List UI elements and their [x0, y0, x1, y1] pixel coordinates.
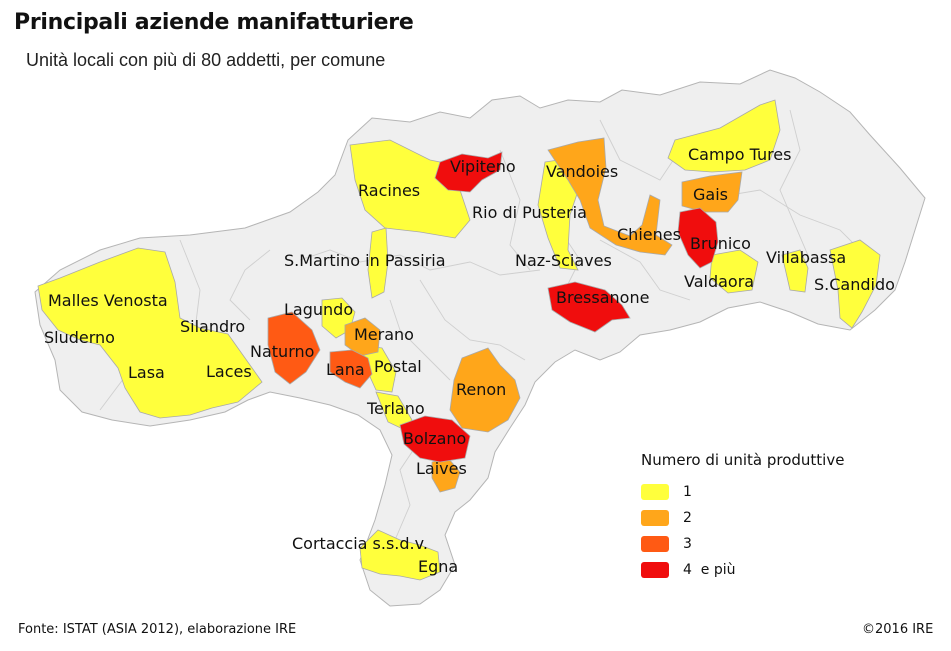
label-rio-di-pusteria: Rio di Pusteria [472, 203, 587, 222]
region-lana [329, 349, 373, 389]
label-malles-venosta: Malles Venosta [48, 291, 168, 310]
map-legend: Numero di unità produttive 1 2 3 4 e più [641, 451, 844, 583]
label-racines: Racines [358, 181, 420, 200]
label-valdaora: Valdaora [684, 272, 754, 291]
legend-item-3: 3 [641, 531, 844, 557]
label-villabassa: Villabassa [766, 248, 846, 267]
map-subtitle: Unità locali con più di 80 addetti, per … [26, 50, 386, 70]
label-brunico: Brunico [690, 234, 751, 253]
legend-label-4: 4 e più [683, 562, 736, 578]
label-terlano: Terlano [366, 399, 425, 418]
legend-title: Numero di unità produttive [641, 451, 845, 469]
label-egna: Egna [418, 557, 458, 576]
region-vandoies [547, 137, 673, 256]
legend-item-1: 1 [641, 479, 844, 505]
source-note: Fonte: ISTAT (ASIA 2012), elaborazione I… [18, 622, 297, 637]
label-lasa: Lasa [128, 363, 165, 382]
label-naturno: Naturno [250, 342, 314, 361]
label-sluderno: Sluderno [44, 328, 115, 347]
label-naz-sciaves: Naz-Sciaves [515, 251, 612, 270]
label-lagundo: Lagundo [284, 300, 353, 319]
legend-swatch-1 [641, 484, 669, 500]
label-postal: Postal [374, 357, 422, 376]
label-merano: Merano [354, 325, 414, 344]
legend-label-1: 1 [683, 484, 692, 500]
region-villabassa [781, 249, 809, 293]
label-renon: Renon [456, 380, 506, 399]
region-merano [344, 317, 381, 357]
label-campo-tures: Campo Tures [688, 145, 791, 164]
region-gais [681, 171, 743, 213]
region-bolzano [399, 415, 471, 463]
legend-item-2: 2 [641, 505, 844, 531]
legend-swatch-3 [641, 536, 669, 552]
legend-swatch-2 [641, 510, 669, 526]
region-venosta [37, 247, 263, 419]
region-valdaora [709, 249, 759, 294]
legend-item-4: 4 e più [641, 557, 844, 583]
label-chienes: Chienes [617, 225, 681, 244]
legend-swatch-4 [641, 562, 669, 578]
label-laives: Laives [416, 459, 467, 478]
region-naturno [267, 311, 321, 385]
label-gais: Gais [693, 185, 728, 204]
label-s-candido: S.Candido [814, 275, 895, 294]
region-cortaccia-egna [359, 529, 441, 581]
label-bressanone: Bressanone [556, 288, 649, 307]
region-campo-tures [667, 99, 781, 173]
label-cortaccia: Cortaccia s.s.d.v. [292, 534, 428, 553]
region-renon [449, 347, 521, 433]
label-silandro: Silandro [180, 317, 245, 336]
region-s-martino [367, 227, 389, 299]
region-s-candido [829, 239, 881, 329]
region-brunico [677, 207, 719, 269]
copyright-note: ©2016 IRE [862, 622, 934, 637]
label-s-martino: S.Martino in Passiria [284, 251, 446, 270]
label-laces: Laces [206, 362, 252, 381]
label-vandoies: Vandoies [546, 162, 618, 181]
legend-label-2: 2 [683, 510, 692, 526]
region-bressanone [547, 281, 631, 333]
label-vipiteno: Vipiteno [450, 157, 516, 176]
region-vipiteno [434, 151, 503, 193]
label-bolzano: Bolzano [403, 429, 466, 448]
map-title: Principali aziende manifatturiere [14, 10, 414, 35]
legend-label-3: 3 [683, 536, 692, 552]
label-lana: Lana [326, 360, 365, 379]
